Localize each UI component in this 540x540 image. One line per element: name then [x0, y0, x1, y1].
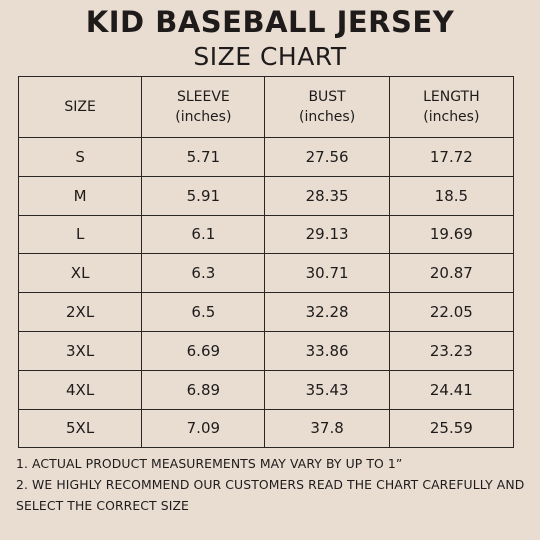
header-bust-unit: (inches) — [299, 109, 356, 125]
cell-bust: 28.35 — [264, 175, 390, 216]
cell-length: 17.72 — [388, 137, 515, 177]
cell-size: 4XL — [17, 369, 143, 410]
cell-length: 25.59 — [388, 408, 515, 449]
cell-bust: 33.86 — [264, 330, 390, 371]
cell-size: S — [17, 137, 143, 177]
cell-size: 5XL — [17, 408, 143, 449]
header-sleeve-label: SLEEVE — [176, 89, 230, 105]
table-row: 2XL 6.5 32.28 22.05 — [17, 292, 515, 332]
cell-bust: 29.13 — [264, 214, 390, 255]
table-row: 4XL 6.89 35.43 24.41 — [17, 369, 515, 410]
table-row: S 5.71 27.56 17.72 — [17, 137, 515, 177]
header-length-label: LENGTH — [423, 89, 480, 105]
header-sleeve-unit: (inches) — [175, 109, 232, 125]
table-row: M 5.91 28.35 18.5 — [17, 175, 515, 216]
footnotes: 1. ACTUAL PRODUCT MEASUREMENTS MAY VARY … — [16, 453, 531, 516]
table-row: L 6.1 29.13 19.69 — [17, 214, 515, 255]
cell-size: XL — [17, 253, 143, 294]
page-title: KID BASEBALL JERSEY — [85, 5, 455, 39]
cell-size: L — [17, 214, 143, 255]
header-size-label: SIZE — [64, 99, 96, 115]
table-row: XL 6.3 30.71 20.87 — [17, 253, 515, 294]
table-header-row: SIZE SLEEVE (inches) BUST (inches) LENGT… — [17, 76, 515, 138]
cell-bust: 30.71 — [264, 253, 390, 294]
cell-length: 18.5 — [388, 175, 515, 216]
table-row: 3XL 6.69 33.86 23.23 — [17, 330, 515, 371]
size-table: SIZE SLEEVE (inches) BUST (inches) LENGT… — [17, 76, 515, 449]
cell-bust: 32.28 — [264, 292, 390, 332]
cell-sleeve: 6.69 — [141, 330, 266, 371]
cell-length: 22.05 — [388, 292, 515, 332]
cell-sleeve: 7.09 — [141, 408, 266, 449]
cell-sleeve: 6.89 — [141, 369, 266, 410]
header-length-unit: (inches) — [423, 109, 480, 125]
header-size: SIZE — [17, 76, 143, 138]
cell-size: 3XL — [17, 330, 143, 371]
cell-length: 20.87 — [388, 253, 515, 294]
cell-sleeve: 6.3 — [141, 253, 266, 294]
cell-sleeve: 5.91 — [141, 175, 266, 216]
table-row: 5XL 7.09 37.8 25.59 — [17, 408, 515, 449]
cell-sleeve: 6.5 — [141, 292, 266, 332]
header-bust: BUST (inches) — [264, 76, 390, 138]
cell-size: M — [17, 175, 143, 216]
cell-bust: 27.56 — [264, 137, 390, 177]
cell-sleeve: 6.1 — [141, 214, 266, 255]
cell-size: 2XL — [17, 292, 143, 332]
cell-length: 23.23 — [388, 330, 515, 371]
cell-length: 24.41 — [388, 369, 515, 410]
cell-sleeve: 5.71 — [141, 137, 266, 177]
cell-bust: 35.43 — [264, 369, 390, 410]
header-sleeve: SLEEVE (inches) — [141, 76, 266, 138]
header-length: LENGTH (inches) — [388, 76, 515, 138]
page-subtitle: SIZE CHART — [193, 42, 347, 71]
header-bust-label: BUST — [308, 89, 346, 105]
cell-length: 19.69 — [388, 214, 515, 255]
cell-bust: 37.8 — [264, 408, 390, 449]
footnote-1: 1. ACTUAL PRODUCT MEASUREMENTS MAY VARY … — [16, 456, 403, 471]
footnote-2: 2. WE HIGHLY RECOMMEND OUR CUSTOMERS REA… — [16, 477, 525, 513]
